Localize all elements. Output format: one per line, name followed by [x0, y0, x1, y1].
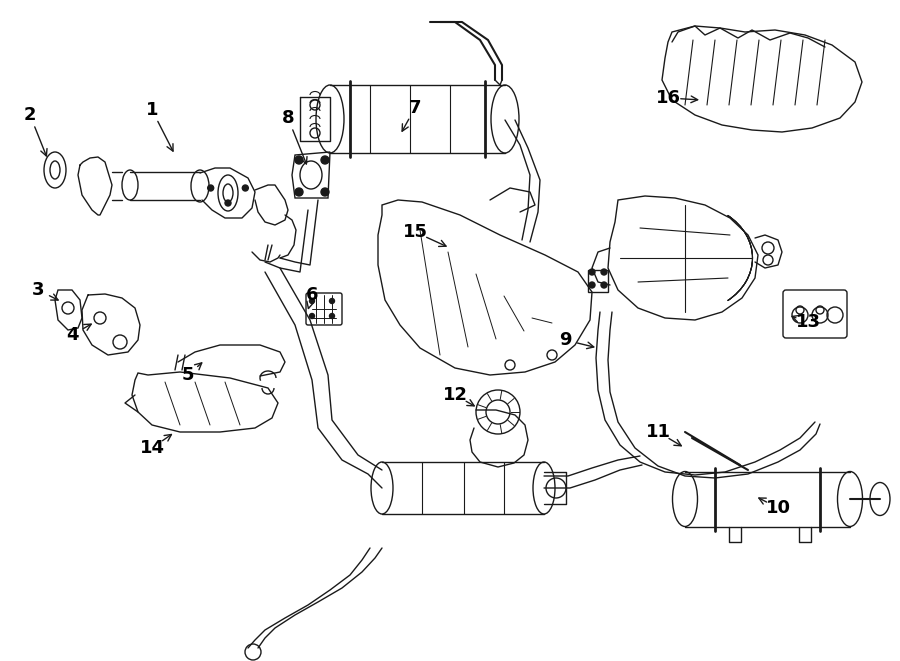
Text: 1: 1 [146, 101, 158, 119]
Text: 15: 15 [402, 223, 428, 241]
Text: 7: 7 [409, 99, 421, 117]
Circle shape [310, 299, 314, 303]
Circle shape [321, 156, 329, 164]
Circle shape [321, 188, 329, 196]
Circle shape [329, 313, 335, 319]
Text: 3: 3 [32, 281, 44, 299]
Text: 10: 10 [766, 499, 790, 517]
Circle shape [329, 299, 335, 303]
Circle shape [295, 188, 303, 196]
Circle shape [295, 156, 303, 164]
Circle shape [225, 200, 231, 206]
Circle shape [310, 313, 314, 319]
Circle shape [601, 282, 607, 288]
Text: 8: 8 [282, 109, 294, 127]
Circle shape [589, 282, 595, 288]
Text: 12: 12 [443, 386, 467, 404]
Text: 6: 6 [306, 286, 319, 304]
Circle shape [601, 269, 607, 275]
Text: 11: 11 [645, 423, 670, 441]
Bar [588, 270, 608, 292]
Circle shape [208, 185, 213, 191]
Circle shape [242, 185, 248, 191]
Text: 14: 14 [140, 439, 165, 457]
Text: 2: 2 [23, 106, 36, 124]
Text: 16: 16 [655, 89, 680, 107]
Circle shape [589, 269, 595, 275]
Text: 5: 5 [182, 366, 194, 384]
Text: 4: 4 [66, 326, 78, 344]
Text: 9: 9 [559, 331, 572, 349]
Text: 13: 13 [796, 313, 821, 331]
